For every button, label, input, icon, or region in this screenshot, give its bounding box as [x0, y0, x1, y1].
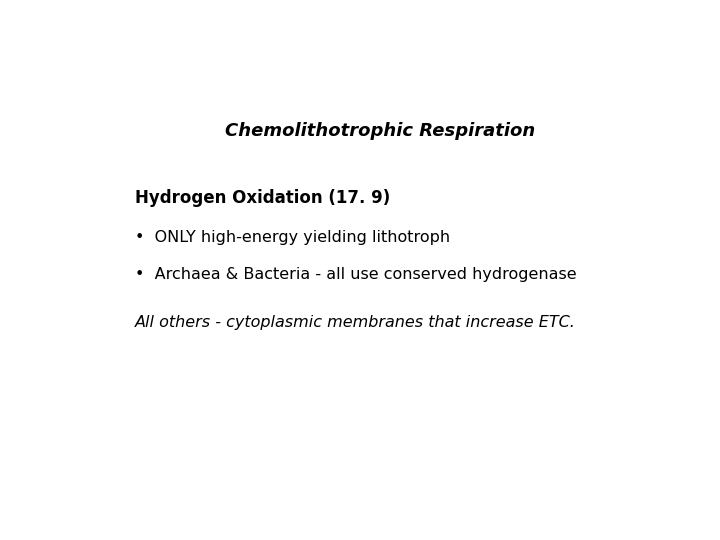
Text: All others - cytoplasmic membranes that increase ETC.: All others - cytoplasmic membranes that … — [135, 315, 575, 330]
Text: Chemolithotrophic Respiration: Chemolithotrophic Respiration — [225, 123, 535, 140]
Text: Hydrogen Oxidation (17. 9): Hydrogen Oxidation (17. 9) — [135, 189, 390, 207]
Text: •  Archaea & Bacteria - all use conserved hydrogenase: • Archaea & Bacteria - all use conserved… — [135, 267, 576, 282]
Text: •  ONLY high-energy yielding lithotroph: • ONLY high-energy yielding lithotroph — [135, 230, 450, 245]
